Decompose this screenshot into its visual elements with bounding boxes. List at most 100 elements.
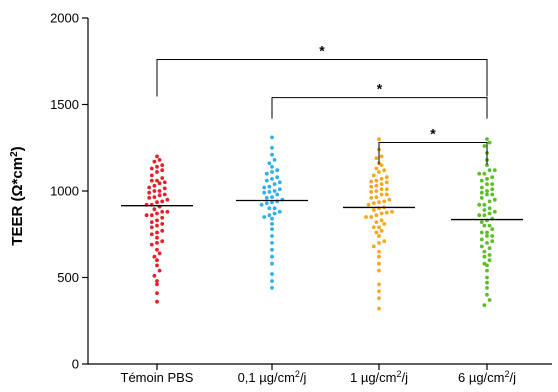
data-point [160, 215, 165, 220]
data-point [479, 178, 484, 183]
data-point [482, 249, 487, 254]
data-point [485, 280, 489, 285]
data-point [379, 211, 384, 216]
data-point [272, 211, 277, 216]
data-point [155, 223, 159, 228]
data-point [152, 207, 157, 212]
data-point [152, 159, 157, 164]
data-point [152, 189, 157, 193]
data-point [482, 254, 487, 259]
data-point [371, 173, 376, 178]
data-point [270, 261, 274, 266]
data-point [485, 192, 489, 197]
significance-star: * [319, 43, 325, 59]
data-point [487, 140, 492, 145]
data-point [482, 261, 487, 266]
data-point [377, 261, 381, 266]
data-point [477, 213, 482, 218]
data-point [485, 230, 489, 235]
data-point [487, 246, 492, 251]
data-point [144, 213, 149, 218]
data-point [490, 239, 495, 244]
data-point [377, 234, 381, 238]
data-point [149, 178, 154, 183]
data-point [160, 222, 165, 226]
data-point [379, 182, 384, 187]
data-point [277, 180, 282, 185]
data-point [487, 253, 492, 257]
data-point [152, 195, 157, 200]
data-point [275, 175, 280, 180]
data-point [165, 197, 170, 202]
data-point [149, 225, 154, 230]
data-point [371, 208, 376, 212]
data-point [157, 181, 162, 186]
data-point [377, 225, 381, 230]
data-point [487, 206, 492, 211]
data-point [149, 173, 154, 178]
data-point [479, 196, 484, 200]
data-point [155, 291, 159, 295]
category-label: 0,1 µg/cm2/j [238, 369, 307, 385]
data-point [157, 251, 162, 256]
data-point [377, 249, 381, 254]
data-point [165, 209, 170, 214]
data-point [270, 152, 274, 157]
data-point [275, 168, 280, 173]
data-points [144, 135, 497, 311]
data-point [155, 218, 159, 223]
data-point [371, 244, 376, 249]
data-point [155, 164, 159, 169]
data-point [264, 178, 269, 183]
data-point [485, 137, 489, 142]
data-point [374, 213, 379, 218]
data-point [155, 230, 159, 235]
data-point [149, 220, 154, 225]
data-point [155, 263, 159, 268]
category-label-sup: 2 [505, 369, 510, 379]
data-point [155, 211, 159, 216]
data-point [264, 171, 269, 176]
data-point [382, 199, 387, 204]
data-point [371, 201, 376, 206]
data-point [384, 210, 389, 215]
data-point [162, 180, 167, 185]
x-axis: Témoin PBS 0,1 µg/cm2/j 1 µg/cm2/j 6 µg/cm2… [88, 363, 552, 385]
data-point [377, 200, 381, 205]
data-point [369, 179, 374, 184]
data-point [492, 168, 497, 173]
data-point [149, 166, 154, 171]
data-point [270, 164, 274, 169]
data-point [369, 184, 374, 189]
data-point [369, 190, 374, 194]
data-point [384, 192, 389, 197]
y-tick-label: 1500 [50, 97, 79, 112]
data-point [160, 176, 165, 180]
data-point [155, 299, 159, 304]
data-point [379, 177, 384, 181]
data-point [270, 200, 274, 205]
data-point [277, 187, 282, 192]
data-point [390, 209, 394, 214]
data-point [479, 190, 484, 195]
data-point [272, 182, 277, 187]
data-point [147, 196, 152, 200]
data-point [479, 244, 484, 249]
data-point [379, 228, 384, 233]
data-point [485, 182, 489, 187]
data-point [160, 168, 165, 173]
significance-star: * [377, 81, 383, 97]
significance-star: * [430, 126, 436, 142]
data-point [487, 258, 492, 263]
category-label-suffix: /j [510, 370, 517, 385]
data-point [377, 137, 381, 142]
data-point [492, 197, 497, 202]
data-point [369, 196, 374, 200]
y-axis: 0 500 1000 1500 2000 [50, 11, 89, 372]
significance-bracket [378, 142, 488, 165]
data-point [270, 241, 274, 245]
data-point [482, 223, 487, 228]
data-point [160, 163, 165, 168]
data-point [264, 201, 269, 206]
